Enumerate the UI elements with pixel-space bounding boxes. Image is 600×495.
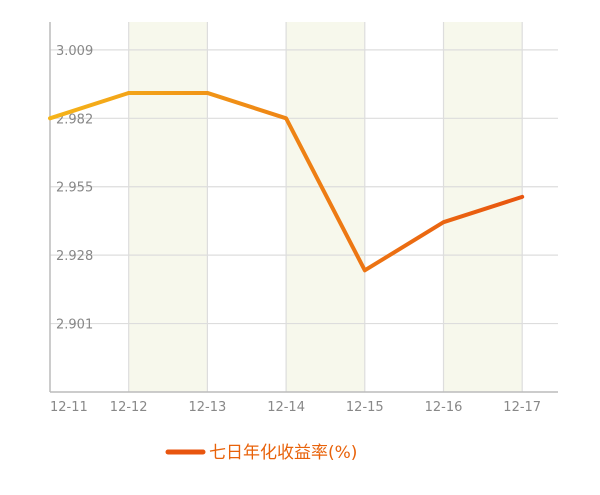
- y-tick-label: 2.901: [56, 318, 93, 333]
- y-tick-label: 2.928: [56, 249, 93, 264]
- data-point: [363, 268, 367, 272]
- data-point: [127, 91, 131, 95]
- y-axis-tick-labels: 3.009 2.982 2.955 2.928 2.901: [56, 44, 93, 333]
- x-tick-label: 12-13: [189, 400, 227, 415]
- background-band: [286, 22, 365, 392]
- data-point: [520, 195, 524, 199]
- background-band: [443, 22, 523, 392]
- legend[interactable]: 七日年化收益率(%): [165, 443, 357, 463]
- x-tick-label: 12-16: [425, 400, 463, 415]
- background-bands: [128, 22, 523, 392]
- axes: [49, 22, 558, 393]
- series-group: [48, 90, 525, 273]
- y-tick-label: 3.009: [56, 44, 93, 59]
- series-line: [48, 90, 525, 273]
- x-tick-label: 12-17: [503, 400, 541, 415]
- x-tick-label: 12-14: [267, 400, 305, 415]
- x-axis-tick-labels: 12-11 12-12 12-13 12-14 12-15 12-16 12-17: [50, 400, 541, 415]
- data-point: [284, 116, 288, 120]
- legend-label: 七日年化收益率(%): [209, 443, 357, 463]
- x-tick-label: 12-15: [346, 400, 384, 415]
- data-point: [442, 220, 446, 224]
- y-tick-label: 2.982: [56, 112, 93, 127]
- data-point: [205, 91, 209, 95]
- gridlines: [50, 22, 558, 392]
- y-tick-label: 2.955: [56, 181, 93, 196]
- background-band: [128, 22, 208, 392]
- x-tick-label: 12-12: [110, 400, 148, 415]
- x-tick-label: 12-11: [50, 400, 88, 415]
- data-point: [48, 116, 52, 120]
